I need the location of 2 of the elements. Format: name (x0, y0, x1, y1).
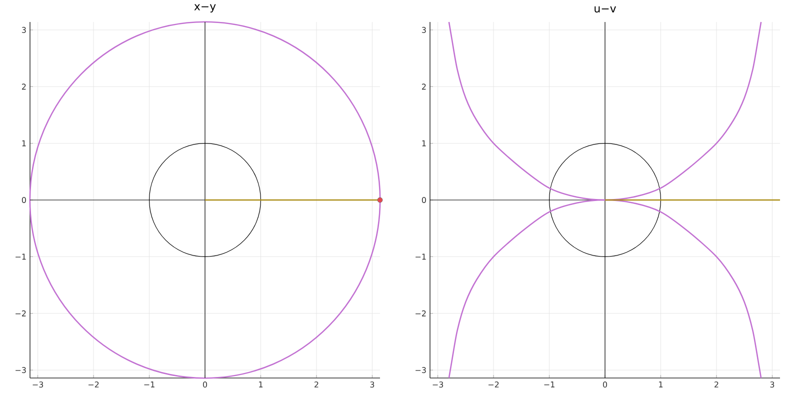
chart-title: u−v (594, 6, 616, 12)
chart-title: x−y (194, 4, 216, 12)
